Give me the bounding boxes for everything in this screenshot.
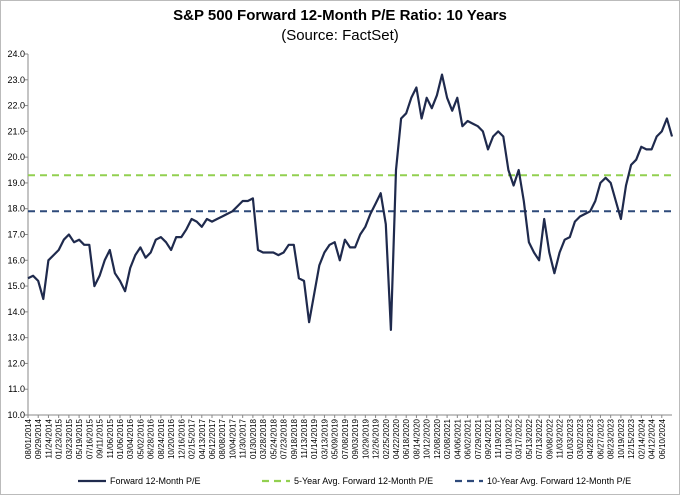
y-tick-label: 22.0 (7, 101, 25, 111)
x-tick-label: 04/13/2017 (198, 418, 207, 459)
x-tick-label: 03/23/2015 (65, 418, 74, 459)
x-tick-label: 08/23/2023 (607, 418, 616, 459)
legend-label: 10-Year Avg. Forward 12-Month P/E (487, 476, 631, 486)
x-tick-label: 09/24/2021 (484, 418, 493, 459)
x-tick-label: 09/08/2022 (545, 418, 554, 459)
x-tick-label: 02/25/2020 (382, 418, 391, 459)
y-tick-label: 12.0 (7, 358, 25, 368)
x-tick-label: 06/27/2023 (596, 418, 605, 459)
x-tick-label: 05/13/2022 (525, 418, 534, 459)
x-tick-label: 04/12/2024 (648, 418, 657, 459)
x-tick-label: 01/30/2018 (249, 418, 258, 459)
x-tick-label: 11/13/2018 (300, 418, 309, 458)
x-tick-label: 07/16/2015 (85, 418, 94, 459)
x-tick-label: 12/16/2016 (177, 418, 186, 459)
x-tick-label: 10/29/2019 (361, 418, 370, 459)
x-tick-label: 12/26/2019 (372, 418, 381, 459)
x-tick-label: 01/23/2015 (55, 418, 64, 459)
x-tick-label: 10/12/2020 (423, 418, 432, 459)
x-tick-label: 07/29/2021 (474, 418, 483, 459)
x-tick-label: 03/28/2018 (259, 418, 268, 459)
x-tick-label: 10/19/2023 (617, 418, 626, 459)
y-tick-label: 10.0 (7, 410, 25, 420)
data-line (27, 73, 674, 331)
x-tick-label: 11/19/2021 (494, 418, 503, 458)
x-tick-label: 06/18/2020 (402, 418, 411, 459)
y-tick-label: 11.0 (8, 384, 25, 394)
x-tick-label: 08/24/2016 (157, 418, 166, 459)
x-tick-label: 02/08/2021 (443, 418, 452, 459)
legend-label: Forward 12-Month P/E (110, 476, 201, 486)
x-tick-label: 05/19/2015 (75, 418, 84, 459)
x-tick-label: 10/04/2017 (228, 418, 237, 459)
x-tick-label: 03/17/2022 (515, 418, 524, 459)
x-tick-label: 09/18/2018 (290, 418, 299, 459)
x-tick-label: 04/22/2020 (392, 418, 401, 459)
y-tick-label: 23.0 (7, 75, 25, 85)
x-tick-label: 01/03/2023 (566, 418, 575, 459)
x-tick-label: 06/02/2021 (464, 418, 473, 459)
x-tick-label: 01/19/2022 (504, 418, 513, 459)
x-tick-label: 05/24/2018 (269, 418, 278, 459)
y-tick-label: 21.0 (7, 126, 25, 136)
legend-label: 5-Year Avg. Forward 12-Month P/E (294, 476, 433, 486)
x-tick-label: 06/10/2024 (658, 418, 667, 459)
chart-subtitle: (Source: FactSet) (281, 27, 399, 44)
x-tick-label: 04/28/2023 (586, 418, 595, 459)
x-tick-label: 05/02/2016 (136, 418, 145, 459)
y-tick-label: 15.0 (7, 281, 25, 291)
x-tick-label: 07/23/2018 (280, 418, 289, 459)
x-tick-label: 07/13/2022 (535, 418, 544, 459)
x-tick-label: 07/08/2019 (341, 418, 350, 459)
y-tick-label: 16.0 (7, 255, 25, 265)
x-tick-label: 11/03/2022 (556, 418, 565, 458)
x-tick-label: 10/20/2016 (167, 418, 176, 459)
x-tick-label: 09/11/2015 (96, 418, 105, 458)
x-tick-label: 03/02/2023 (576, 418, 585, 459)
x-tick-label: 05/09/2019 (331, 418, 340, 459)
x-tick-label: 09/29/2014 (34, 418, 43, 459)
x-tick-label: 01/06/2016 (116, 418, 125, 459)
chart-title: S&P 500 Forward 12-Month P/E Ratio: 10 Y… (173, 7, 507, 24)
x-tick-label: 02/15/2017 (188, 418, 197, 459)
y-tick-label: 13.0 (7, 333, 25, 343)
y-tick-label: 19.0 (7, 178, 25, 188)
y-tick-label: 18.0 (7, 204, 25, 214)
y-tick-label: 17.0 (7, 230, 25, 240)
x-tick-label: 03/04/2016 (126, 418, 135, 459)
x-tick-label: 12/15/2023 (627, 418, 636, 459)
x-tick-label: 09/03/2019 (351, 418, 360, 459)
x-tick-label: 11/24/2014 (44, 418, 53, 458)
x-tick-label: 08/14/2020 (412, 418, 421, 459)
y-tick-label: 20.0 (7, 152, 25, 162)
x-tick-label: 11/06/2015 (106, 418, 115, 458)
x-tick-label: 12/08/2020 (433, 418, 442, 459)
x-tick-label: 08/08/2017 (218, 418, 227, 459)
x-tick-label: 06/12/2017 (208, 418, 217, 459)
x-tick-label: 11/30/2017 (239, 418, 248, 458)
x-tick-label: 04/06/2021 (453, 418, 462, 459)
x-tick-label: 08/01/2014 (24, 418, 33, 459)
x-tick-label: 02/14/2024 (637, 418, 646, 459)
x-tick-label: 01/14/2019 (310, 418, 319, 459)
x-tick-label: 06/28/2016 (147, 418, 156, 459)
x-tick-label: 03/13/2019 (320, 418, 329, 459)
y-tick-label: 14.0 (7, 307, 25, 317)
y-tick-label: 24.0 (7, 49, 25, 59)
